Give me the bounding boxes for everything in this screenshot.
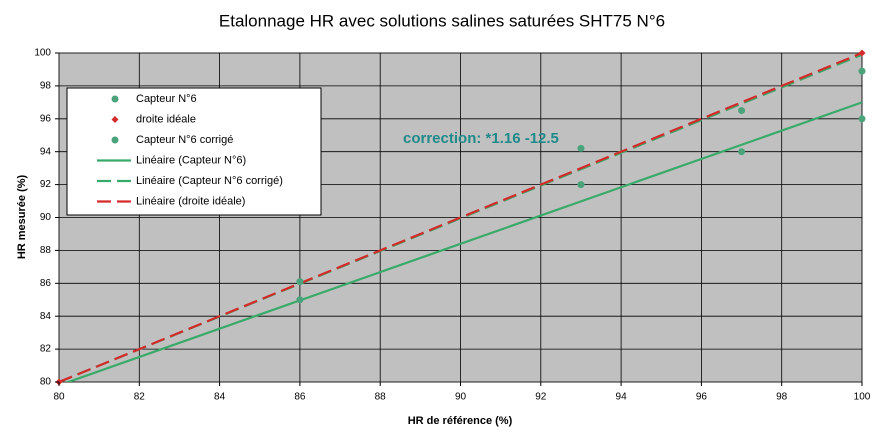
marker <box>577 144 585 152</box>
x-axis-label: HR de référence (%) <box>408 415 513 427</box>
y-tick-label: 90 <box>40 212 52 223</box>
y-tick-label: 82 <box>40 344 52 355</box>
legend-label: Linéaire (Capteur N°6) <box>136 154 246 166</box>
marker <box>858 115 866 123</box>
marker <box>858 67 866 75</box>
y-tick-label: 80 <box>40 377 52 388</box>
x-tick-label: 94 <box>616 392 628 403</box>
x-tick-label: 86 <box>294 392 306 403</box>
x-tick-label: 82 <box>134 392 146 403</box>
y-tick-label: 94 <box>40 146 52 157</box>
y-tick-label: 98 <box>40 81 52 92</box>
x-tick-label: 92 <box>535 392 547 403</box>
x-tick-label: 90 <box>455 392 467 403</box>
legend-items: Capteur N°6 droite idéale Capteur N°6 corr… <box>97 93 283 207</box>
marker <box>296 296 304 304</box>
legend-swatch <box>111 95 119 103</box>
legend-swatch <box>111 136 119 144</box>
y-axis-label: HR mesurée (%) <box>16 174 28 259</box>
x-tick-label: 84 <box>214 392 226 403</box>
marker <box>858 49 866 57</box>
y-tick-label: 84 <box>40 311 52 322</box>
marker <box>738 148 746 156</box>
x-tick-label: 80 <box>53 392 65 403</box>
marker <box>577 181 585 189</box>
x-tick-label: 100 <box>854 392 871 403</box>
x-tick-label: 88 <box>375 392 387 403</box>
x-tick-label: 98 <box>776 392 788 403</box>
legend <box>66 87 322 216</box>
legend-label: Linéaire (droite idéale) <box>136 195 245 207</box>
y-tick-label: 92 <box>40 179 52 190</box>
y-tick-label: 88 <box>40 245 52 256</box>
legend-label: Linéaire (Capteur N°6 corrigé) <box>136 175 283 187</box>
y-tick-label: 100 <box>34 48 51 59</box>
annotation: correction: *1.16 -12.5 <box>403 130 559 147</box>
chart-title: Etalonnage HR avec solutions salines sat… <box>219 11 665 30</box>
marker <box>738 107 746 115</box>
y-tick-label: 96 <box>40 113 52 124</box>
marker <box>296 278 304 286</box>
legend-label: droite idéale <box>136 113 196 125</box>
trend-line <box>65 101 862 382</box>
y-tick-label: 86 <box>40 278 52 289</box>
legend-label: Capteur N°6 corrigé <box>136 134 233 146</box>
legend-label: Capteur N°6 <box>136 93 197 105</box>
trend-line <box>59 53 862 382</box>
x-tick-label: 96 <box>696 392 708 403</box>
legend-swatch <box>111 116 119 123</box>
marks <box>55 49 866 386</box>
